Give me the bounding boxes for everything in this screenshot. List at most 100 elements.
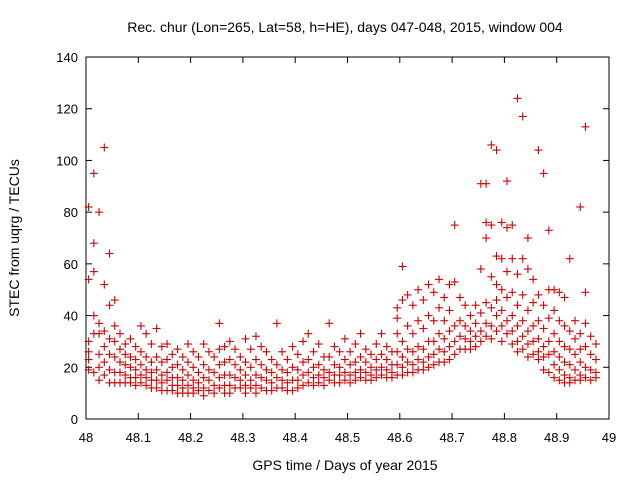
data-point: [142, 381, 151, 390]
data-point: [272, 373, 281, 382]
data-point: [272, 360, 281, 369]
data-point: [482, 332, 491, 341]
data-point: [367, 350, 376, 359]
x-tick-label: 48: [79, 430, 93, 445]
data-point: [194, 378, 203, 387]
y-tick-label: 100: [56, 153, 78, 168]
data-point: [497, 254, 506, 263]
data-point: [419, 296, 428, 305]
data-point: [482, 179, 491, 188]
data-point: [560, 358, 569, 367]
data-point: [393, 314, 402, 323]
data-point: [121, 350, 130, 359]
data-point: [503, 329, 512, 338]
data-point: [445, 355, 454, 364]
data-point: [523, 340, 532, 349]
data-point: [299, 371, 308, 380]
data-point: [236, 376, 245, 385]
data-point: [435, 303, 444, 312]
data-point: [534, 290, 543, 299]
data-point: [466, 345, 475, 354]
data-point: [335, 347, 344, 356]
data-point: [503, 316, 512, 325]
data-point: [309, 381, 318, 390]
data-point: [89, 267, 98, 276]
data-point: [586, 376, 595, 385]
x-tick-label: 48.5: [335, 430, 360, 445]
data-point: [424, 280, 433, 289]
data-point: [523, 265, 532, 274]
data-point: [142, 365, 151, 374]
data-point: [215, 383, 224, 392]
data-point: [387, 373, 396, 382]
data-point: [340, 376, 349, 385]
data-point: [393, 360, 402, 369]
data-point: [199, 340, 208, 349]
data-point: [241, 381, 250, 390]
data-point: [131, 355, 140, 364]
data-point: [335, 378, 344, 387]
data-point: [466, 337, 475, 346]
data-point: [262, 347, 271, 356]
data-point: [335, 363, 344, 372]
data-point: [408, 368, 417, 377]
data-point: [471, 332, 480, 341]
data-point: [319, 365, 328, 374]
data-point: [210, 389, 219, 398]
data-point: [100, 342, 109, 351]
data-point: [377, 371, 386, 380]
data-point: [241, 389, 250, 398]
data-point: [204, 376, 213, 385]
data-point: [110, 296, 119, 305]
data-point: [591, 373, 600, 382]
data-point: [100, 280, 109, 289]
data-point: [304, 329, 313, 338]
data-point: [361, 345, 370, 354]
data-point: [283, 378, 292, 387]
data-point: [210, 381, 219, 390]
data-point: [550, 306, 559, 315]
y-tick-label: 40: [64, 309, 78, 324]
data-point: [278, 365, 287, 374]
data-point: [225, 389, 234, 398]
data-point: [152, 376, 161, 385]
data-point: [115, 345, 124, 354]
y-tick-label: 140: [56, 50, 78, 65]
data-point: [534, 334, 543, 343]
data-point: [565, 254, 574, 263]
data-point: [539, 365, 548, 374]
data-point: [487, 140, 496, 149]
data-point: [95, 319, 104, 328]
x-tick-label: 48.1: [126, 430, 151, 445]
data-point: [319, 381, 328, 390]
data-point: [513, 347, 522, 356]
data-point: [550, 329, 559, 338]
data-point: [581, 373, 590, 382]
data-point: [497, 337, 506, 346]
data-point: [534, 347, 543, 356]
data-point: [544, 226, 553, 235]
data-point: [419, 345, 428, 354]
data-point: [440, 293, 449, 302]
data-point: [461, 334, 470, 343]
data-point: [471, 319, 480, 328]
data-point: [183, 381, 192, 390]
data-point: [408, 329, 417, 338]
data-point: [356, 352, 365, 361]
data-point: [450, 221, 459, 230]
data-point: [539, 342, 548, 351]
data-point: [529, 337, 538, 346]
data-point: [225, 381, 234, 390]
data-point: [210, 352, 219, 361]
data-point: [325, 376, 334, 385]
data-point: [466, 311, 475, 320]
data-point: [482, 218, 491, 227]
data-point: [236, 383, 245, 392]
data-point: [398, 371, 407, 380]
data-point: [445, 342, 454, 351]
data-point: [288, 386, 297, 395]
data-point: [95, 350, 104, 359]
x-tick-label: 48.2: [178, 430, 203, 445]
data-point: [105, 350, 114, 359]
